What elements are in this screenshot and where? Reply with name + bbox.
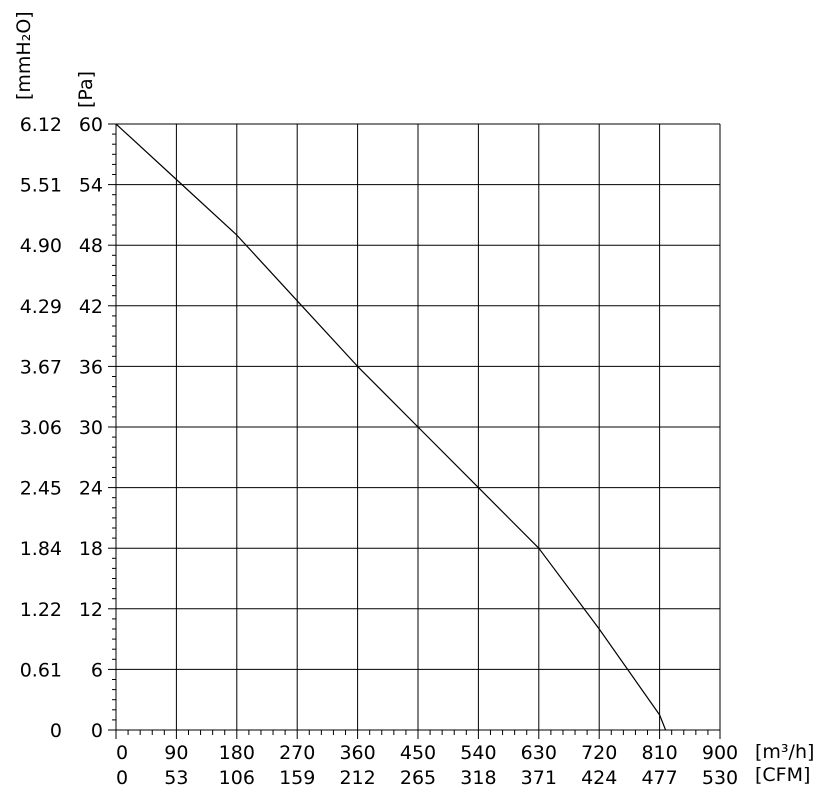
x-secondary-tick-label: 477 — [641, 767, 677, 789]
y-secondary-tick-label: 4.90 — [20, 235, 62, 257]
y-secondary-tick-label: 0.61 — [20, 659, 62, 681]
x-primary-unit-label: [m³/h] — [755, 741, 814, 763]
curve-layer — [115, 123, 667, 731]
y-secondary-unit-label: [mmH₂O] — [13, 11, 35, 100]
x-primary-tick-labels: 0 90 180 270 360 450 540 630 720 810 900 — [116, 742, 738, 764]
y-primary-tick-label: 60 — [79, 114, 103, 136]
y-secondary-tick-label: 5.51 — [20, 175, 62, 197]
x-secondary-tick-label: 0 — [116, 767, 128, 789]
minor-ticks — [108, 123, 721, 739]
y-primary-tick-label: 12 — [79, 599, 103, 621]
x-secondary-tick-label: 212 — [339, 767, 375, 789]
x-primary-tick-label: 720 — [581, 742, 617, 764]
pressure-flow-curve — [115, 123, 667, 731]
x-primary-tick-label: 630 — [521, 742, 557, 764]
y-primary-tick-label: 30 — [79, 417, 103, 439]
x-primary-tick-label: 0 — [116, 742, 128, 764]
y-primary-tick-label: 36 — [79, 356, 103, 378]
y-primary-unit-label: [Pa] — [75, 71, 97, 108]
x-primary-tick-label: 810 — [641, 742, 677, 764]
y-secondary-tick-label: 0 — [50, 720, 62, 742]
y-primary-tick-labels: 0 6 12 18 24 30 36 42 48 54 60 — [79, 114, 103, 742]
x-secondary-tick-label: 424 — [581, 767, 617, 789]
y-secondary-tick-label: 3.06 — [20, 417, 62, 439]
y-secondary-tick-label: 1.22 — [20, 599, 62, 621]
y-primary-tick-label: 0 — [91, 720, 103, 742]
x-secondary-tick-labels: 0 53 106 159 212 265 318 371 424 477 530 — [116, 767, 738, 789]
y-primary-tick-label: 18 — [79, 538, 103, 560]
x-secondary-tick-label: 318 — [460, 767, 496, 789]
x-primary-tick-label: 90 — [164, 742, 188, 764]
x-primary-tick-label: 360 — [339, 742, 375, 764]
y-secondary-tick-labels: 0 0.61 1.22 1.84 2.45 3.06 3.67 4.29 4.90 5.51 6.1… — [20, 114, 62, 742]
y-secondary-tick-label: 1.84 — [20, 538, 62, 560]
y-primary-tick-label: 54 — [79, 175, 103, 197]
x-primary-tick-label: 180 — [219, 742, 255, 764]
x-secondary-tick-label: 53 — [164, 767, 188, 789]
x-primary-tick-label: 450 — [400, 742, 436, 764]
y-primary-tick-label: 24 — [79, 478, 103, 500]
x-primary-tick-label: 270 — [279, 742, 315, 764]
grid — [115, 123, 721, 731]
x-secondary-tick-label: 159 — [279, 767, 315, 789]
y-secondary-tick-label: 3.67 — [20, 356, 62, 378]
x-primary-tick-label: 540 — [460, 742, 496, 764]
x-primary-tick-label: 900 — [702, 742, 738, 764]
y-secondary-tick-label: 6.12 — [20, 114, 62, 136]
x-secondary-unit-label: [CFM] — [755, 764, 810, 786]
x-secondary-tick-label: 265 — [400, 767, 436, 789]
y-secondary-tick-label: 2.45 — [20, 478, 62, 500]
x-secondary-tick-label: 106 — [219, 767, 255, 789]
y-secondary-tick-label: 4.29 — [20, 296, 62, 318]
y-primary-tick-label: 48 — [79, 235, 103, 257]
x-secondary-tick-label: 371 — [521, 767, 557, 789]
y-primary-tick-label: 42 — [79, 296, 103, 318]
y-primary-tick-label: 6 — [91, 659, 103, 681]
x-secondary-tick-label: 530 — [702, 767, 738, 789]
